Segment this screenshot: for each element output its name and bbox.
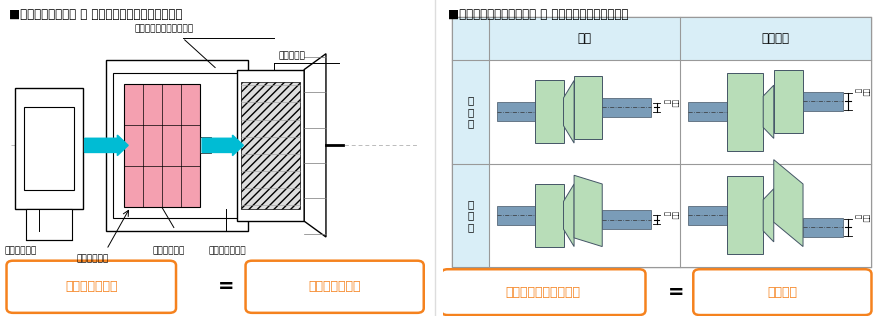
Text: ■ミスアライメントの許容 ＝ 偏心量と偏角量の大きさ: ■ミスアライメントの許容 ＝ 偏心量と偏角量の大きさ <box>447 8 627 21</box>
Bar <box>680 163 871 267</box>
Bar <box>496 102 535 121</box>
Text: =: = <box>667 283 683 302</box>
Bar <box>26 209 72 240</box>
Bar <box>24 107 74 190</box>
Text: 偏
心
量: 偏 心 量 <box>467 95 473 128</box>
Polygon shape <box>563 184 574 246</box>
Text: 硬い: 硬い <box>577 32 591 45</box>
Text: ■トルク伝達する力 ＝ 回転によって動力を伝達する: ■トルク伝達する力 ＝ 回転によって動力を伝達する <box>9 8 182 21</box>
Bar <box>200 137 210 153</box>
Text: サーボモータ: サーボモータ <box>4 246 37 255</box>
Text: 伝達トルク：大: 伝達トルク：大 <box>65 280 118 293</box>
Bar <box>237 70 304 221</box>
Bar <box>106 60 247 231</box>
FancyArrow shape <box>85 135 128 155</box>
Text: モータの回転: モータの回転 <box>76 254 108 263</box>
Polygon shape <box>726 176 762 254</box>
Text: =: = <box>217 277 234 296</box>
Polygon shape <box>535 81 563 143</box>
Polygon shape <box>773 160 802 246</box>
Text: こむ
小: こむ 小 <box>663 99 677 107</box>
Polygon shape <box>563 81 574 143</box>
Bar <box>602 210 651 229</box>
Bar <box>488 163 680 267</box>
Bar <box>602 98 651 117</box>
FancyBboxPatch shape <box>246 261 424 313</box>
Text: シャフト（ボールねじ）: シャフト（ボールねじ） <box>134 24 194 33</box>
Bar <box>687 206 726 225</box>
Bar <box>452 17 488 60</box>
Text: 偏
角
量: 偏 角 量 <box>467 199 473 232</box>
Text: こむ
大: こむ 大 <box>854 88 868 97</box>
Text: ワーク重量：大: ワーク重量：大 <box>308 280 360 293</box>
Text: ミスアライメント：大: ミスアライメント：大 <box>505 286 581 299</box>
Bar <box>687 102 726 121</box>
Text: カップリング: カップリング <box>152 246 184 255</box>
Bar <box>802 218 842 237</box>
Polygon shape <box>773 70 802 133</box>
FancyBboxPatch shape <box>6 261 175 313</box>
Bar <box>82 138 100 152</box>
Text: こむ
大: こむ 大 <box>854 214 868 223</box>
Polygon shape <box>304 54 325 237</box>
Polygon shape <box>574 175 602 246</box>
Text: 柔らかい: 柔らかい <box>766 286 796 299</box>
Bar <box>488 60 680 164</box>
Text: ボールねじ: ボールねじ <box>278 51 304 60</box>
Bar <box>113 73 241 218</box>
Bar <box>680 60 871 164</box>
Text: こむ
小: こむ 小 <box>663 211 677 219</box>
Text: 柔らかい: 柔らかい <box>761 32 789 45</box>
Bar <box>241 82 300 209</box>
Polygon shape <box>726 73 762 151</box>
Text: シャフトの回転: シャフトの回転 <box>209 246 246 255</box>
Polygon shape <box>762 85 773 138</box>
Bar <box>680 17 871 60</box>
Bar <box>802 92 842 111</box>
Bar <box>496 206 535 225</box>
Polygon shape <box>535 184 563 246</box>
FancyBboxPatch shape <box>441 269 645 315</box>
FancyBboxPatch shape <box>693 269 871 315</box>
Bar <box>452 163 488 267</box>
Polygon shape <box>762 189 773 242</box>
Bar <box>452 17 871 267</box>
Bar <box>488 17 680 60</box>
Bar <box>124 84 200 207</box>
FancyArrow shape <box>202 135 243 155</box>
Polygon shape <box>574 76 602 139</box>
Bar <box>15 88 82 209</box>
Bar <box>452 60 488 164</box>
